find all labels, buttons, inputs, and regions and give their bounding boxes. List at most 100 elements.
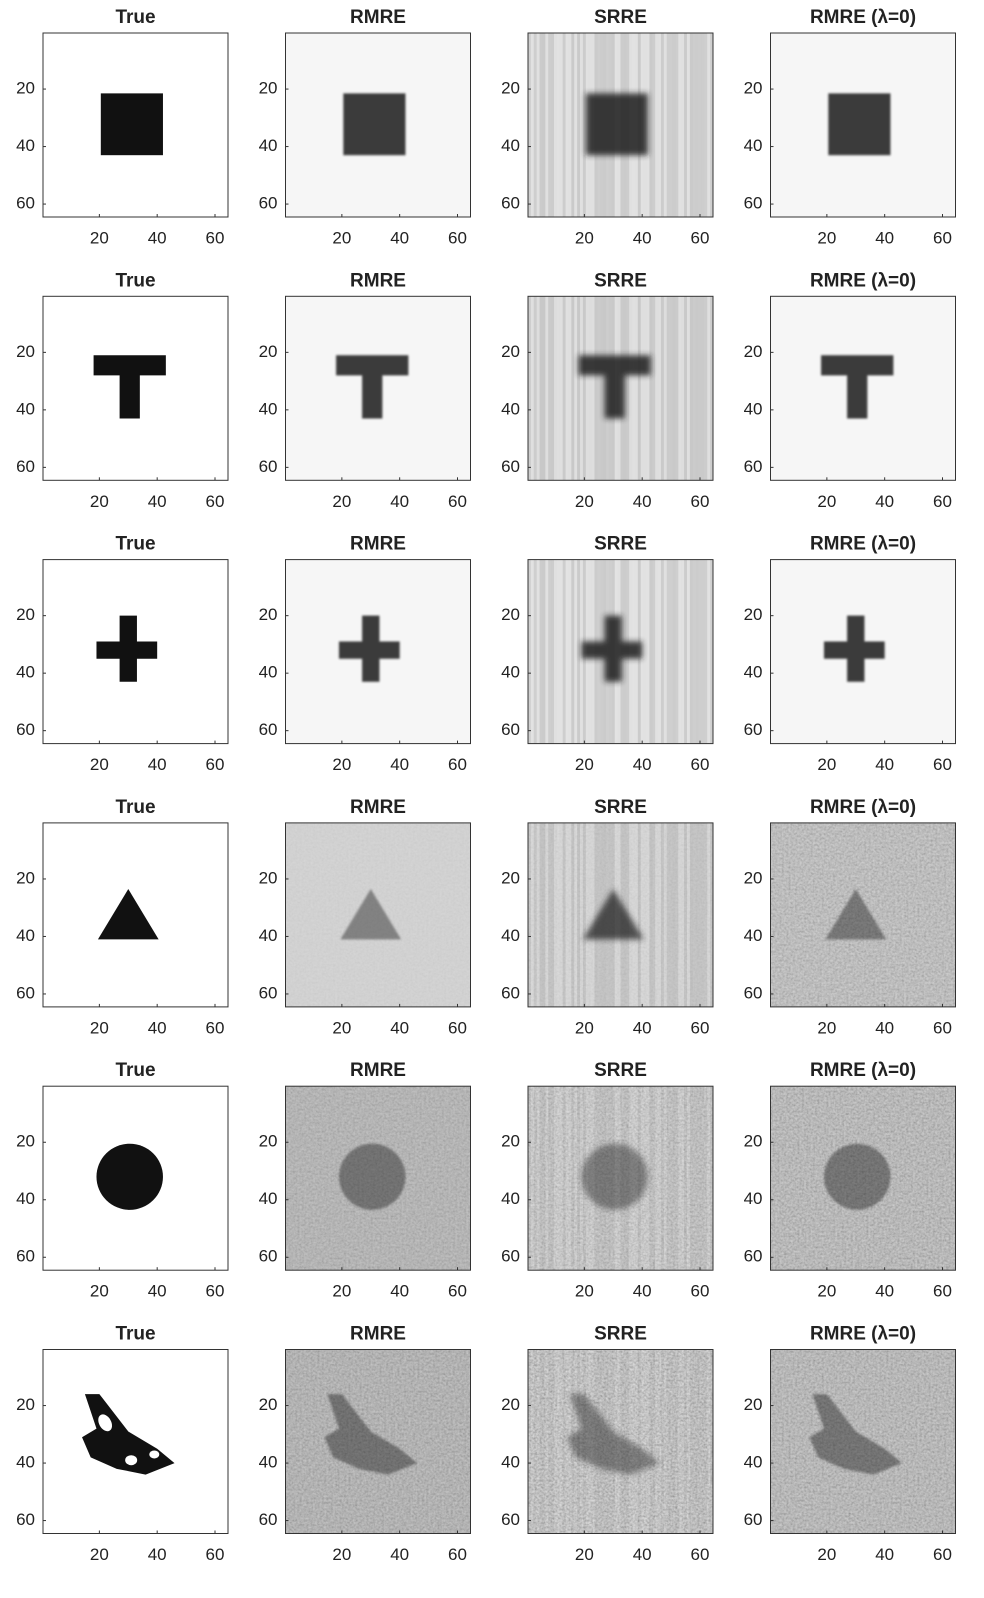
y-tick-label: 60 — [16, 457, 35, 476]
panel-title: RMRE (λ=0) — [810, 534, 916, 555]
x-tick-label: 20 — [332, 1545, 351, 1564]
y-tick-label: 40 — [16, 1453, 35, 1472]
artifact-stripe — [678, 560, 681, 744]
y-tick-label: 20 — [16, 342, 35, 361]
artifact-stripe — [664, 560, 667, 744]
shape — [824, 1144, 890, 1210]
x-tick-label: 60 — [448, 1018, 467, 1037]
panel-title: True — [115, 270, 155, 291]
artifact-stripe — [583, 33, 586, 217]
artifact-stripe — [568, 296, 571, 480]
y-tick-label: 40 — [501, 136, 520, 155]
artifact-stripe — [542, 296, 545, 480]
panel: RMRE (λ=0)204060204060 — [744, 1060, 956, 1300]
y-tick-label: 20 — [501, 1395, 520, 1414]
artifact-stripe — [537, 296, 540, 480]
y-tick-label: 20 — [501, 342, 520, 361]
artifact-stripe — [542, 560, 545, 744]
y-tick-label: 40 — [744, 136, 763, 155]
y-tick-label: 60 — [501, 194, 520, 213]
artifact-stripe — [684, 560, 687, 744]
artifact-stripe — [577, 296, 580, 480]
y-tick-label: 60 — [16, 194, 35, 213]
y-tick-label: 60 — [744, 983, 763, 1002]
artifact-stripe — [696, 560, 699, 744]
panel-title: RMRE — [350, 534, 406, 555]
y-tick-label: 60 — [501, 457, 520, 476]
x-tick-label: 20 — [817, 1282, 836, 1301]
artifact-stripe — [690, 296, 693, 480]
artifact-stripe — [545, 296, 548, 480]
shape-part — [339, 1144, 405, 1210]
artifact-stripe — [690, 560, 693, 744]
artifact-stripe — [594, 296, 597, 480]
artifact-stripe — [560, 296, 563, 480]
artifact-stripe — [589, 296, 592, 480]
artifact-stripe — [566, 33, 569, 217]
y-tick-label: 60 — [744, 457, 763, 476]
artifact-stripe — [649, 296, 652, 480]
y-tick-label: 20 — [744, 605, 763, 624]
y-tick-label: 40 — [744, 663, 763, 682]
artifact-stripe — [696, 33, 699, 217]
x-tick-label: 40 — [390, 1282, 409, 1301]
artifact-stripe — [545, 33, 548, 217]
artifact-stripe — [641, 296, 644, 480]
artifact-stripe — [554, 296, 557, 480]
shape — [828, 93, 890, 155]
artifact-stripe — [670, 33, 673, 217]
artifact-stripe — [678, 33, 681, 217]
panel: RMRE204060204060 — [259, 7, 471, 247]
artifact-stripe — [566, 296, 569, 480]
shape — [343, 93, 405, 155]
panel: SRRE204060204060 — [501, 1060, 713, 1300]
panel: True204060204060 — [16, 1324, 228, 1564]
x-tick-label: 40 — [390, 492, 409, 511]
panel-title: RMRE — [350, 7, 406, 28]
x-tick-label: 40 — [390, 755, 409, 774]
shape — [96, 1144, 162, 1210]
artifact-stripe — [667, 33, 670, 217]
artifact-stripe — [664, 296, 667, 480]
y-tick-label: 40 — [259, 1189, 278, 1208]
x-tick-label: 40 — [875, 755, 894, 774]
x-tick-label: 20 — [90, 492, 109, 511]
artifact-stripe — [658, 33, 661, 217]
y-tick-label: 60 — [16, 1247, 35, 1266]
x-tick-label: 40 — [633, 1282, 652, 1301]
y-tick-label: 40 — [16, 663, 35, 682]
x-tick-label: 40 — [148, 492, 167, 511]
artifact-stripe — [534, 296, 537, 480]
panel-title: SRRE — [594, 534, 647, 555]
x-tick-label: 60 — [933, 1282, 952, 1301]
panel: SRRE204060204060 — [501, 270, 713, 510]
artifact-stripe — [577, 33, 580, 217]
y-tick-label: 60 — [501, 720, 520, 739]
y-tick-label: 60 — [744, 720, 763, 739]
y-tick-label: 60 — [16, 983, 35, 1002]
artifact-stripe — [534, 33, 537, 217]
shape-part — [343, 93, 405, 155]
x-tick-label: 60 — [933, 492, 952, 511]
artifact-stripe — [675, 33, 678, 217]
shape-part — [824, 1144, 890, 1210]
artifact-stripe — [670, 296, 673, 480]
y-tick-label: 60 — [16, 720, 35, 739]
artifact-stripe — [678, 296, 681, 480]
artifact-stripe — [531, 33, 534, 217]
artifact-stripe — [548, 33, 551, 217]
y-tick-label: 40 — [744, 926, 763, 945]
panel: SRRE204060204060 — [501, 534, 713, 774]
artifact-stripe — [551, 296, 554, 480]
artifact-stripe — [684, 33, 687, 217]
y-tick-label: 40 — [501, 1453, 520, 1472]
x-tick-label: 40 — [633, 1018, 652, 1037]
x-tick-label: 60 — [691, 228, 710, 247]
panel: True204060204060 — [16, 270, 228, 510]
x-tick-label: 40 — [633, 1545, 652, 1564]
panel: True204060204060 — [16, 1060, 228, 1300]
artifact-stripe — [592, 296, 595, 480]
x-tick-label: 20 — [575, 492, 594, 511]
